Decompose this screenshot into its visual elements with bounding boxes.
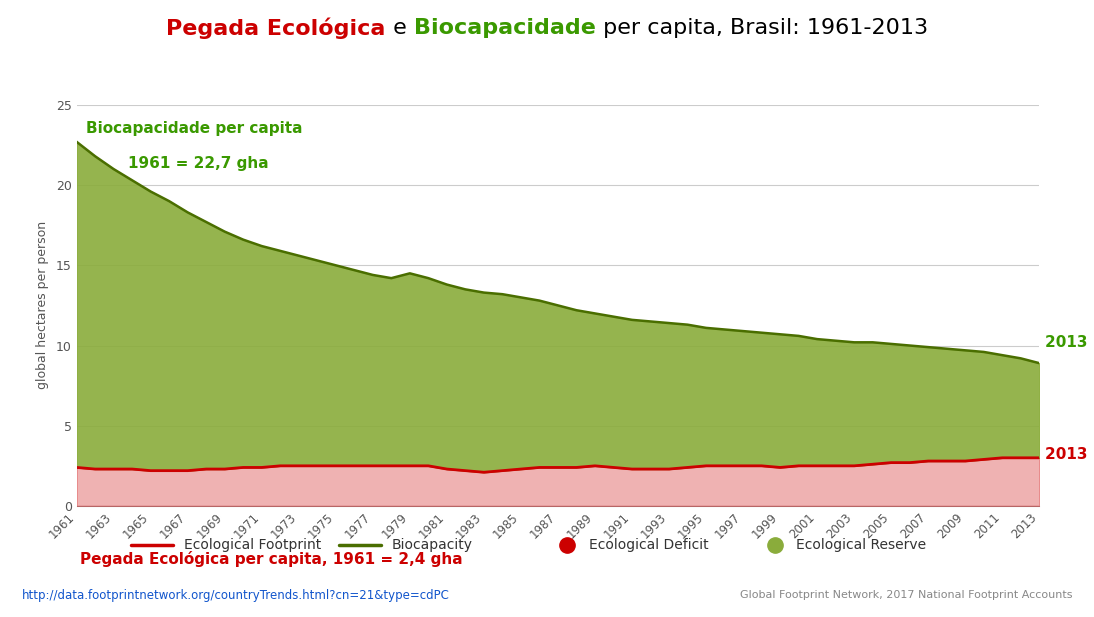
- Text: Global Footprint Network, 2017 National Footprint Accounts: Global Footprint Network, 2017 National …: [740, 590, 1072, 600]
- Text: Biocapacidade per capita: Biocapacidade per capita: [85, 121, 302, 136]
- Text: 2013 = 8,9 gha: 2013 = 8,9 gha: [1045, 335, 1094, 350]
- Text: Ecological Deficit: Ecological Deficit: [589, 539, 708, 552]
- Text: e: e: [386, 18, 414, 38]
- Text: Pegada Ecológica per capita, 1961 = 2,4 gha: Pegada Ecológica per capita, 1961 = 2,4 …: [80, 551, 463, 567]
- Text: Pegada Ecológica: Pegada Ecológica: [166, 17, 386, 38]
- Text: 1961 = 22,7 gha: 1961 = 22,7 gha: [128, 156, 269, 172]
- Text: Ecological Footprint: Ecological Footprint: [184, 539, 321, 552]
- Y-axis label: global hectares per person: global hectares per person: [36, 222, 49, 389]
- Text: Ecological Reserve: Ecological Reserve: [796, 539, 927, 552]
- Text: Biocapacidade: Biocapacidade: [414, 18, 595, 38]
- Text: Biocapacity: Biocapacity: [392, 539, 473, 552]
- Text: http://data.footprintnetwork.org/countryTrends.html?cn=21&type=cdPC: http://data.footprintnetwork.org/country…: [22, 589, 450, 602]
- Text: per capita, Brasil: 1961-2013: per capita, Brasil: 1961-2013: [595, 18, 928, 38]
- Text: 2013 = 3 gha: 2013 = 3 gha: [1045, 447, 1094, 462]
